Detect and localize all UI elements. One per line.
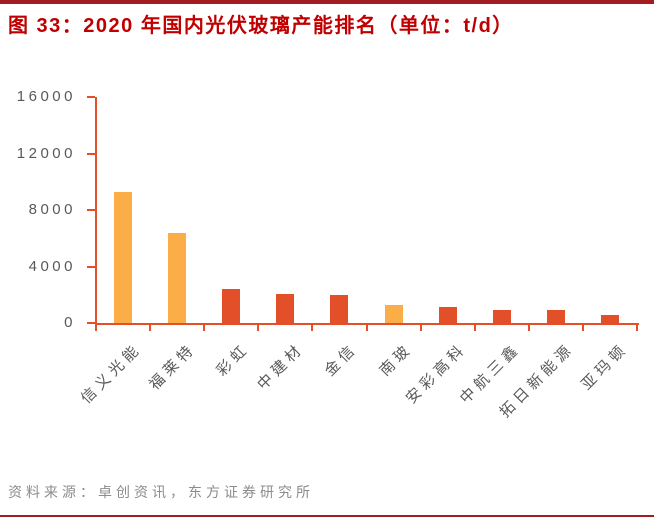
bar-中航三鑫 (493, 310, 511, 323)
x-tick-mark (149, 325, 152, 331)
y-tick-mark (87, 209, 95, 211)
x-axis-line (95, 323, 639, 325)
bar-安彩高科 (439, 307, 457, 323)
x-axis-label: 信义光能 (77, 340, 146, 408)
x-tick-mark (581, 325, 584, 331)
x-tick-mark (636, 325, 638, 331)
x-tick-mark (527, 325, 530, 331)
y-tick-mark (87, 96, 95, 98)
x-tick-mark (419, 325, 422, 331)
y-axis-tick-label: 16000 (16, 88, 76, 105)
x-axis-label: 南玻 (375, 340, 416, 380)
x-tick-mark (95, 325, 97, 331)
x-tick-mark (257, 325, 260, 331)
y-axis-tick-label: 12000 (16, 144, 76, 162)
top-rule (0, 0, 654, 4)
bar-福莱特 (168, 233, 186, 323)
x-axis-label: 彩虹 (213, 340, 254, 380)
y-axis-tick-label: 0 (64, 314, 76, 331)
x-axis-label: 亚玛顿 (578, 340, 632, 394)
x-axis-label: 中建材 (253, 340, 308, 394)
bar-彩虹 (222, 289, 240, 323)
bar-金信 (330, 295, 348, 323)
bar-南玻 (385, 305, 403, 323)
y-axis-tick-label: 8000 (28, 201, 76, 218)
x-tick-mark (473, 325, 476, 331)
x-tick-mark (203, 325, 206, 331)
bar-chart: 0 4000 8000 12000 16000 信义光能 福莱特 彩虹 中建材 金信 南玻 安彩高科中… (16, 88, 639, 421)
y-axis-line (95, 97, 97, 325)
x-axis-label: 福莱特 (145, 340, 200, 394)
bar-中建材 (276, 294, 294, 323)
x-tick-mark (365, 325, 368, 331)
bar-亚玛顿 (601, 315, 619, 323)
y-tick-mark (87, 152, 95, 155)
y-tick-mark (87, 322, 95, 324)
y-tick-mark (87, 265, 95, 268)
bar-拓日新能源 (547, 310, 565, 323)
y-axis-tick-label: 4000 (28, 257, 76, 275)
x-tick-mark (311, 325, 314, 331)
x-axis-label: 金信 (321, 340, 362, 380)
figure-title: 图 33：2020 年国内光伏玻璃产能排名（单位：t/d） (8, 15, 514, 37)
bottom-rule (0, 515, 654, 517)
bar-信义光能 (114, 192, 132, 323)
source-note: 资料来源：卓创资讯，东方证券研究所 (8, 484, 314, 500)
